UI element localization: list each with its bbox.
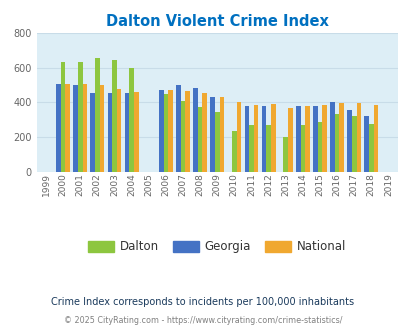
Bar (210, 97, 214, 172)
Bar (364, 116, 368, 172)
Bar (295, 106, 300, 172)
Bar (236, 102, 241, 172)
Bar (270, 104, 275, 172)
Bar (249, 125, 253, 172)
Bar (244, 106, 249, 172)
Bar (283, 137, 287, 172)
Bar (168, 90, 173, 172)
Bar (124, 93, 129, 172)
Bar (158, 90, 163, 172)
Bar (61, 62, 65, 172)
Bar (231, 131, 236, 172)
Text: Crime Index corresponds to incidents per 100,000 inhabitants: Crime Index corresponds to incidents per… (51, 297, 354, 307)
Legend: Dalton, Georgia, National: Dalton, Georgia, National (83, 236, 350, 258)
Bar (356, 103, 360, 172)
Bar (129, 68, 134, 172)
Bar (107, 93, 112, 172)
Bar (112, 60, 117, 172)
Bar (351, 116, 356, 172)
Bar (214, 112, 219, 172)
Bar (99, 85, 104, 172)
Bar (368, 124, 373, 172)
Bar (219, 97, 224, 172)
Bar (176, 85, 180, 172)
Bar (339, 103, 343, 172)
Bar (287, 108, 292, 172)
Bar (73, 85, 78, 172)
Bar (253, 105, 258, 172)
Bar (78, 62, 82, 172)
Bar (90, 93, 95, 172)
Bar (163, 94, 168, 172)
Bar (185, 91, 190, 172)
Bar (346, 110, 351, 172)
Bar (117, 89, 121, 172)
Bar (95, 58, 99, 172)
Title: Dalton Violent Crime Index: Dalton Violent Crime Index (106, 14, 328, 29)
Bar (334, 114, 339, 172)
Bar (329, 102, 334, 172)
Bar (261, 106, 266, 172)
Bar (202, 93, 207, 172)
Bar (305, 107, 309, 172)
Bar (322, 105, 326, 172)
Bar (373, 105, 377, 172)
Bar (266, 125, 270, 172)
Text: © 2025 CityRating.com - https://www.cityrating.com/crime-statistics/: © 2025 CityRating.com - https://www.city… (64, 316, 341, 325)
Bar (197, 107, 202, 172)
Bar (180, 101, 185, 172)
Bar (82, 84, 87, 172)
Bar (56, 84, 61, 172)
Bar (300, 125, 305, 172)
Bar (193, 88, 197, 172)
Bar (317, 122, 322, 172)
Bar (134, 92, 138, 172)
Bar (65, 84, 70, 172)
Bar (312, 106, 317, 172)
